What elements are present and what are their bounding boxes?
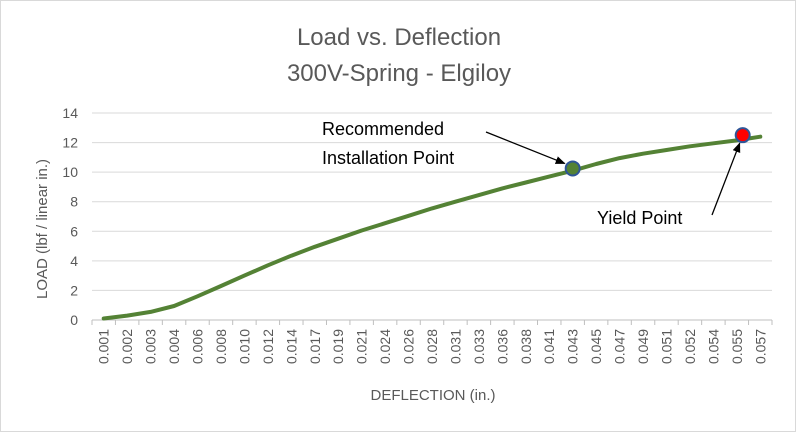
x-tick-label: 0.017 [307, 329, 323, 364]
x-tick-label: 0.006 [190, 329, 206, 364]
x-tick-label: 0.057 [752, 329, 768, 364]
y-tick-label: 2 [70, 282, 78, 298]
x-axis-ticks: 0.001 0.002 0.003 0.004 0.006 0.008 0.010 0.012… [91, 320, 773, 364]
series-line [101, 134, 763, 321]
x-tick-label: 0.019 [330, 329, 346, 364]
x-tick-label: 0.052 [682, 329, 698, 364]
y-tick-label: 6 [70, 223, 78, 239]
x-tick-label: 0.054 [705, 329, 721, 364]
x-tick-label: 0.021 [354, 329, 370, 364]
yield-point-marker [734, 127, 751, 144]
x-tick-label: 0.001 [96, 329, 112, 364]
annotation-recommended-line2: Installation Point [322, 148, 454, 168]
annotations-layer: Recommended Installation Point Yield Point [322, 119, 751, 228]
x-tick-label: 0.002 [119, 329, 135, 364]
x-tick-label: 0.038 [518, 329, 534, 364]
x-tick-label: 0.012 [260, 329, 276, 364]
chart-subtitle: 300V-Spring - Elgiloy [287, 60, 511, 87]
x-tick-label: 0.036 [494, 329, 510, 364]
gridlines [92, 112, 772, 321]
chart-title: Load vs. Deflection [297, 24, 501, 51]
y-axis-label: LOAD (lbf / linear in.) [34, 159, 51, 299]
x-tick-label: 0.031 [447, 329, 463, 364]
y-tick-label: 14 [62, 105, 78, 121]
x-tick-label: 0.014 [283, 329, 299, 364]
annotation-recommended-line1: Recommended [322, 119, 444, 139]
arrow-yield [711, 142, 741, 216]
y-tick-label: 10 [62, 164, 78, 180]
y-axis-ticks: 0 2 4 6 8 10 12 14 [62, 105, 78, 328]
x-tick-label: 0.024 [377, 329, 393, 364]
x-tick-label: 0.047 [612, 329, 628, 364]
x-tick-label: 0.033 [471, 329, 487, 364]
y-tick-label: 4 [70, 253, 78, 269]
x-tick-label: 0.026 [401, 329, 417, 364]
annotation-yield: Yield Point [597, 208, 682, 228]
installation-point-marker [564, 160, 581, 177]
y-tick-label: 8 [70, 194, 78, 210]
x-tick-label: 0.010 [236, 329, 252, 364]
x-tick-label: 0.004 [166, 329, 182, 364]
series-layer [101, 134, 763, 321]
x-tick-label: 0.055 [729, 329, 745, 364]
x-tick-label: 0.043 [565, 329, 581, 364]
x-tick-label: 0.041 [541, 329, 557, 364]
y-tick-label: 0 [70, 312, 78, 328]
x-tick-label: 0.008 [213, 329, 229, 364]
y-tick-label: 12 [62, 135, 78, 151]
arrow-recommended [485, 131, 566, 165]
x-tick-label: 0.049 [635, 329, 651, 364]
x-tick-label: 0.051 [658, 329, 674, 364]
x-tick-label: 0.003 [143, 329, 159, 364]
x-tick-label: 0.028 [424, 329, 440, 364]
x-tick-label: 0.045 [588, 329, 604, 364]
x-axis-label: DEFLECTION (in.) [370, 387, 495, 404]
